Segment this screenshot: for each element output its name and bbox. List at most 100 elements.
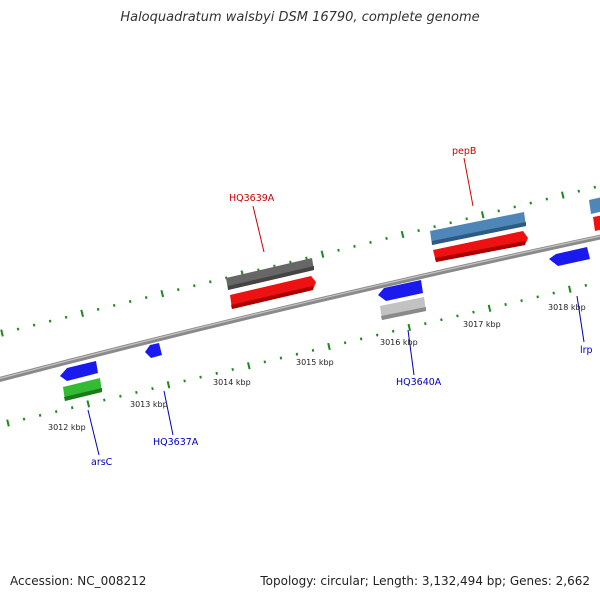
map-title: Haloquadratum walsbyi DSM 16790, complet…: [120, 10, 480, 25]
inner-ring-tick: [440, 318, 443, 322]
inner-ring-tick: [231, 367, 234, 371]
cds-arrow-pepB-shade: [435, 241, 525, 262]
kbp-label-3018: 3018 kbp: [548, 303, 586, 312]
outer-ring-tick: [128, 299, 132, 304]
leader-pepB: [463, 157, 474, 207]
gene-arrow-lrp: [549, 247, 590, 266]
outer-ring-tick: [48, 319, 52, 323]
outer-ring-tick: [337, 248, 340, 252]
inner-ring-tick: [119, 394, 122, 398]
genome-summary: Topology: circular; Length: 3,132,494 bp…: [260, 574, 590, 588]
outer-ring-tick: [497, 209, 500, 213]
inner-ring-tick: [263, 360, 267, 364]
inner-ring-tick: [424, 322, 427, 326]
inner-ring-tick: [135, 390, 138, 394]
inner-ring-tick: [86, 400, 91, 408]
rna-bar-HQ3640A-shade: [381, 307, 426, 320]
outer-tick-ring: [0, 185, 597, 337]
inner-ring-tick: [247, 362, 251, 370]
outer-ring-tick: [593, 185, 597, 189]
outer-ring-tick: [480, 211, 485, 219]
gene-label-HQ3637A: HQ3637A: [153, 437, 199, 448]
gene-label-HQ3640A: HQ3640A: [396, 377, 442, 388]
gene-arrow-arsC: [60, 361, 98, 381]
gene-label-HQ3639A: HQ3639A: [229, 193, 275, 204]
outer-ring-tick: [0, 329, 4, 337]
outer-ring-tick: [96, 307, 100, 311]
inner-ring-tick: [375, 333, 379, 337]
leader-HQ3637A: [163, 390, 174, 436]
leader-HQ3640A: [407, 329, 415, 376]
outer-ring-tick: [64, 315, 68, 319]
outer-ring-tick: [144, 296, 148, 300]
outer-ring-tick: [465, 217, 468, 221]
outer-ring-tick: [529, 201, 533, 205]
inner-ring-tick: [456, 314, 459, 318]
outer-ring-tick: [112, 303, 116, 307]
kbp-label-3015: 3015 kbp: [296, 358, 334, 367]
leader-arsC: [87, 409, 100, 456]
gene-arrow-HQ3640A: [378, 280, 423, 301]
outer-ring-tick: [160, 289, 165, 298]
outer-ring-tick: [16, 327, 20, 331]
leader-lrp: [576, 295, 585, 343]
outer-ring-tick: [176, 288, 180, 292]
inner-ring-tick: [54, 410, 58, 414]
gene-bar-pepB-shade: [432, 222, 526, 245]
outer-ring-tick: [193, 284, 196, 288]
cds-bar-arsC-shade: [64, 388, 102, 401]
outer-ring-tick: [433, 225, 436, 229]
inner-ring-tick: [487, 304, 492, 312]
outer-ring-tick: [32, 323, 36, 327]
feature-HQ3637A[interactable]: [145, 343, 162, 358]
kbp-label-3016: 3016 kbp: [380, 338, 418, 347]
outer-ring-tick: [417, 229, 420, 233]
inner-ring-tick: [103, 398, 106, 402]
outer-ring-tick: [561, 191, 565, 199]
kbp-label-3017: 3017 kbp: [463, 320, 501, 329]
inner-ring-tick: [343, 341, 347, 345]
inner-ring-tick: [279, 356, 283, 360]
gene-label-lrp: lrp: [580, 345, 593, 356]
outer-ring-tick: [369, 240, 372, 244]
inner-ring-tick: [151, 387, 154, 391]
inner-ring-tick: [407, 323, 412, 332]
feature-pepB[interactable]: [430, 212, 528, 262]
inner-ring-tick: [6, 419, 10, 427]
outer-ring-tick: [305, 256, 308, 260]
outer-ring-tick: [353, 244, 356, 248]
cds-arrow-HQ3639A-shade: [231, 286, 313, 309]
feature-right-edge[interactable]: [589, 197, 600, 231]
inner-ring-tick: [183, 379, 186, 383]
inner-ring-tick: [520, 299, 523, 303]
cds-arrow-right-edge: [593, 215, 600, 231]
genome-backbone-highlight: [0, 235, 600, 379]
inner-ring-tick: [199, 375, 202, 379]
feature-HQ3639A[interactable]: [226, 258, 316, 309]
inner-ring-tick: [70, 406, 74, 410]
inner-ring-tick: [166, 381, 171, 389]
genome-backbone: [0, 234, 600, 382]
outer-ring-tick: [289, 260, 292, 264]
outer-ring-tick: [545, 197, 549, 201]
feature-HQ3640A[interactable]: [378, 280, 426, 320]
inner-ring-tick: [472, 310, 475, 314]
inner-ring-tick: [311, 348, 315, 352]
feature-lrp[interactable]: [549, 247, 590, 266]
inner-ring-tick: [22, 417, 26, 421]
inner-ring-tick: [38, 413, 42, 417]
gene-label-arsC: arsC: [91, 457, 113, 468]
feature-arsC[interactable]: [60, 361, 102, 401]
gene-arrow-HQ3637A: [145, 343, 162, 358]
outer-ring-tick: [449, 221, 452, 225]
kbp-label-3014: 3014 kbp: [213, 378, 251, 387]
outer-ring-tick: [513, 205, 516, 209]
inner-ring-tick: [359, 337, 363, 341]
inner-ring-tick: [536, 295, 539, 299]
outer-ring-tick: [209, 280, 212, 284]
inner-ring-tick: [295, 352, 299, 356]
outer-ring-tick: [400, 230, 405, 239]
inner-ring-tick: [215, 371, 218, 375]
gene-label-pepB: pepB: [452, 146, 476, 157]
